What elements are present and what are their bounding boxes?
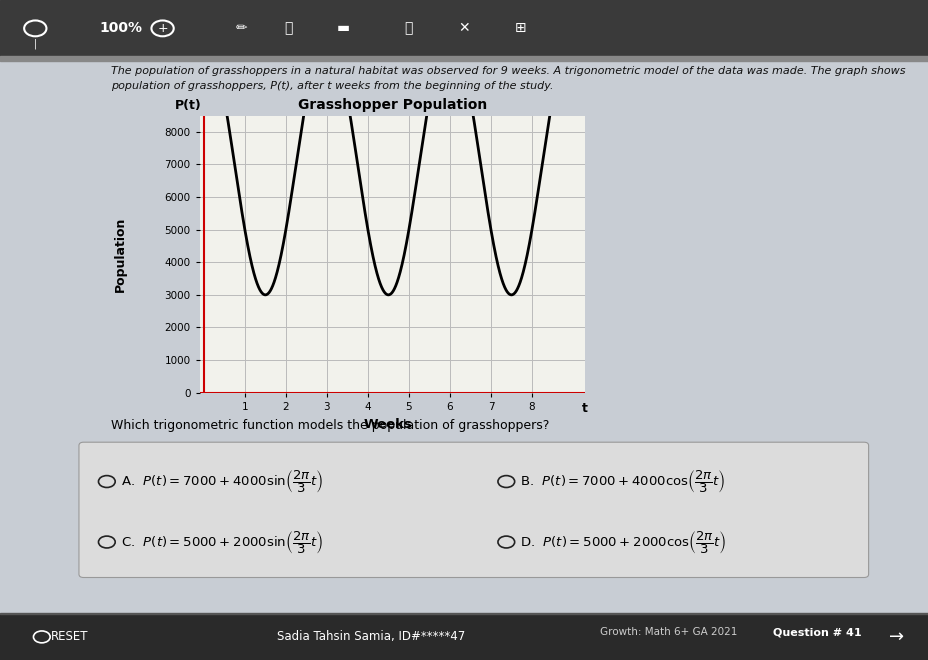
Text: t: t <box>582 402 587 415</box>
Text: P(t): P(t) <box>174 99 201 112</box>
Text: C.  $P(t) = 5000 + 2000\sin\!\left(\dfrac{2\pi}{3}t\right)$: C. $P(t) = 5000 + 2000\sin\!\left(\dfrac… <box>121 529 323 556</box>
Text: Weeks: Weeks <box>364 418 412 431</box>
Text: |: | <box>33 38 37 49</box>
Text: Population: Population <box>114 216 127 292</box>
Text: Which trigonometric function models the population of grasshoppers?: Which trigonometric function models the … <box>111 419 549 432</box>
Text: ⬛: ⬛ <box>404 21 413 36</box>
Text: +: + <box>157 22 168 35</box>
Text: →: → <box>888 628 903 646</box>
Title: Grasshopper Population: Grasshopper Population <box>298 98 486 112</box>
Text: Growth: Math 6+ GA 2021: Growth: Math 6+ GA 2021 <box>599 627 737 638</box>
Text: Question # 41: Question # 41 <box>772 627 861 638</box>
Text: RESET: RESET <box>51 630 88 644</box>
Text: A.  $P(t) = 7000 + 4000\sin\!\left(\dfrac{2\pi}{3}t\right)$: A. $P(t) = 7000 + 4000\sin\!\left(\dfrac… <box>121 468 322 495</box>
Text: population of grasshoppers, P(t), after t weeks from the beginning of the study.: population of grasshoppers, P(t), after … <box>111 81 553 90</box>
Text: ✏: ✏ <box>236 21 247 36</box>
Text: Sadia Tahsin Samia, ID#*****47: Sadia Tahsin Samia, ID#*****47 <box>277 630 465 644</box>
Text: ⊞: ⊞ <box>514 21 525 36</box>
Text: 100%: 100% <box>99 21 142 36</box>
Text: 🖊: 🖊 <box>283 21 292 36</box>
Text: ✕: ✕ <box>458 21 470 36</box>
Text: ▬: ▬ <box>337 21 350 36</box>
Text: D.  $P(t) = 5000 + 2000\cos\!\left(\dfrac{2\pi}{3}t\right)$: D. $P(t) = 5000 + 2000\cos\!\left(\dfrac… <box>520 529 726 556</box>
Text: B.  $P(t) = 7000 + 4000\cos\!\left(\dfrac{2\pi}{3}t\right)$: B. $P(t) = 7000 + 4000\cos\!\left(\dfrac… <box>520 468 725 495</box>
Text: The population of grasshoppers in a natural habitat was observed for 9 weeks. A : The population of grasshoppers in a natu… <box>111 66 905 76</box>
